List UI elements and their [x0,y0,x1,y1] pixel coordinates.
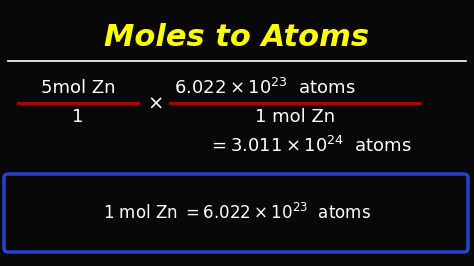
Text: 5mol Zn: 5mol Zn [41,79,115,97]
Text: 1 mol Zn: 1 mol Zn [255,108,335,126]
FancyBboxPatch shape [4,174,468,252]
Text: $= 3.011\times10^{24}$  atoms: $= 3.011\times10^{24}$ atoms [208,136,412,156]
Text: Moles to Atoms: Moles to Atoms [104,23,370,52]
Text: 1: 1 [73,108,84,126]
Text: $\times$: $\times$ [147,94,163,113]
Text: $6.022\times10^{23}$  atoms: $6.022\times10^{23}$ atoms [174,78,356,98]
Text: 1 mol Zn $= 6.022\times10^{23}$  atoms: 1 mol Zn $= 6.022\times10^{23}$ atoms [103,203,371,223]
